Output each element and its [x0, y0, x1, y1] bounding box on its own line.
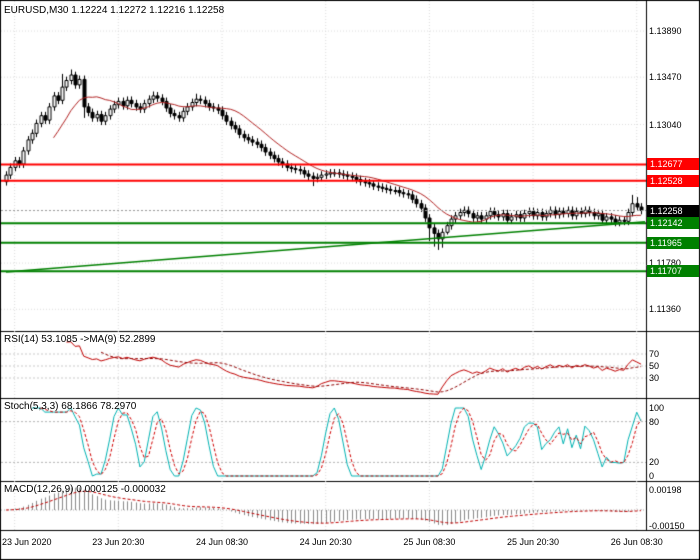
price-axis-label: 1.13470 — [649, 72, 682, 83]
price-axis-label: 1.13040 — [649, 119, 682, 130]
stoch-scale-label: 100 — [649, 403, 665, 413]
time-axis-label: 23 Jun 2020 — [2, 537, 52, 547]
stoch-scale-label: 0 — [649, 471, 655, 481]
support-price-tag: 1.12142 — [647, 217, 699, 230]
time-axis-label: 26 Jun 08:30 — [610, 537, 663, 547]
symbol-ohlc-header: EURUSD,M30 1.12224 1.12272 1.12216 1.122… — [4, 5, 225, 16]
current-price-tag: 1.12258 — [647, 204, 699, 217]
time-axis-label: 24 Jun 08:30 — [195, 537, 249, 547]
resistance-price-tag: 1.12677 — [647, 158, 699, 171]
price-axis-label: 1.11360 — [649, 304, 681, 315]
price-axis-label: 1.11780 — [649, 258, 681, 269]
price-axis-label: 1.13890 — [649, 26, 682, 36]
support-price-tag: 1.11965 — [647, 236, 699, 249]
stoch-scale-label: 20 — [649, 457, 660, 468]
stoch-indicator-label: Stoch(5,3,3) 68.1866 78.2970 — [4, 401, 137, 412]
macd-scale-label: 0.00198 — [649, 484, 682, 495]
rsi-indicator-label: RSI(14) 53.1085 ->MA(9) 52.2899 — [4, 334, 156, 345]
stoch-scale-label: 80 — [649, 416, 660, 427]
macd-indicator-label: MACD(12,26,9) 0.000125 -0.000032 — [4, 484, 166, 495]
time-axis-label: 25 Jun 08:30 — [403, 537, 456, 547]
time-axis-label: 25 Jun 20:30 — [507, 537, 560, 547]
support-price-tag: 1.11707 — [647, 265, 699, 278]
resistance-price-tag: 1.12528 — [647, 174, 699, 187]
rsi-scale-label: 50 — [649, 361, 660, 371]
rsi-scale-label: 30 — [649, 373, 660, 383]
time-axis-label: 24 Jun 20:30 — [299, 537, 352, 547]
time-axis-label: 23 Jun 20:30 — [92, 537, 145, 547]
rsi-scale-label: 70 — [649, 349, 660, 359]
macd-scale-label: -0.00150 — [649, 520, 685, 531]
